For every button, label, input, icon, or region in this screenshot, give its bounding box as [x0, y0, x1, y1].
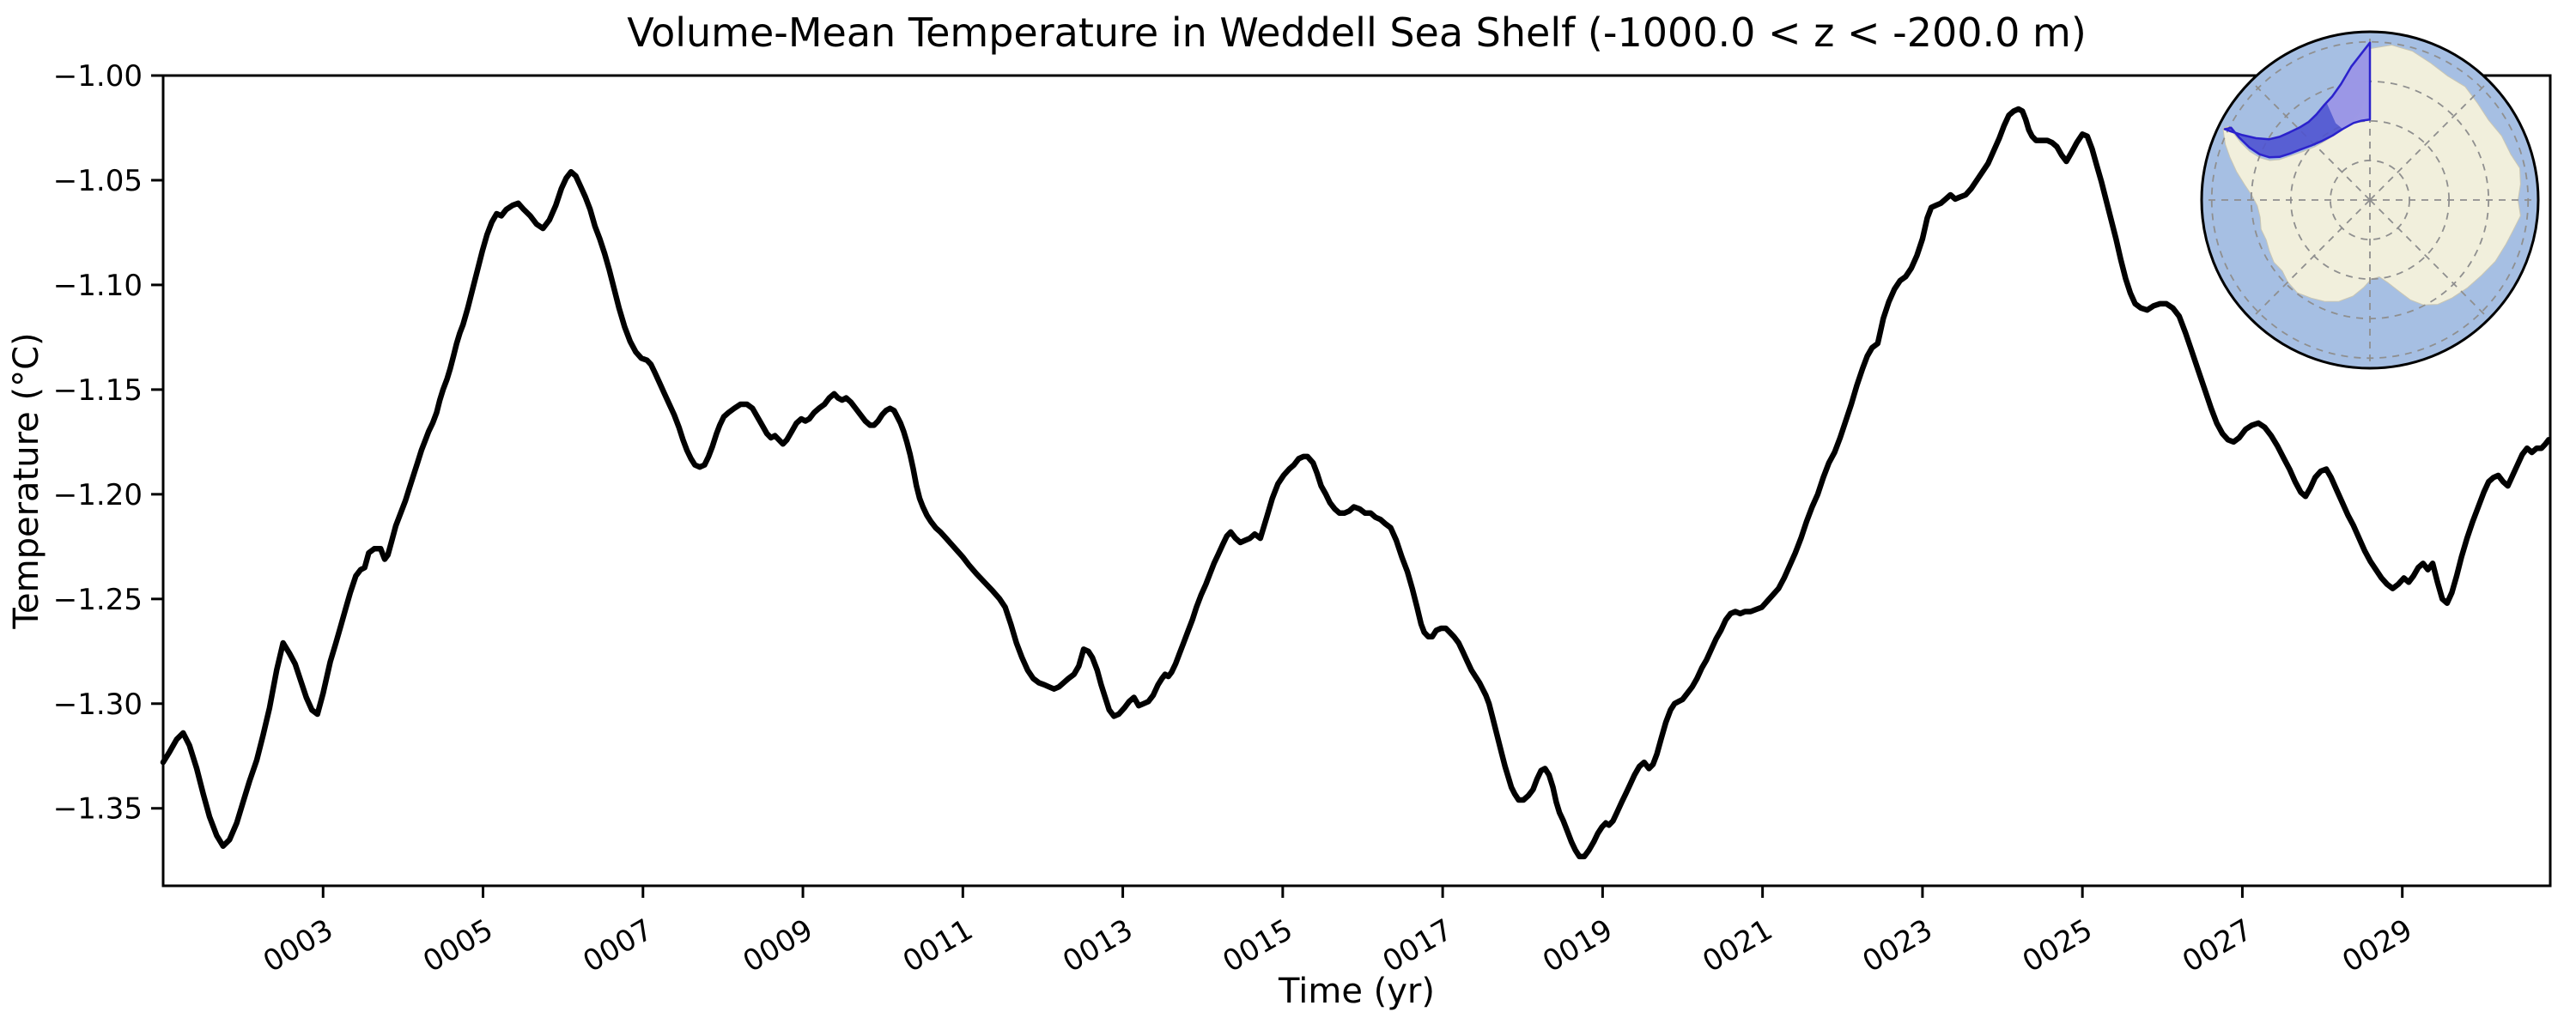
y-tick-label: −1.20 [53, 478, 143, 512]
x-tick-label: 0011 [897, 912, 979, 979]
y-axis-ticks: −1.00 −1.05 −1.10 −1.15 −1.20 −1.25 −1.30 −1.35 [53, 59, 163, 827]
y-tick-label: −1.10 [53, 269, 143, 303]
plot-area: −1.00 −1.05 −1.10 −1.15 −1.20 −1.25 −1.30 −1.35… [7, 9, 2552, 1011]
weddell-shelf-region [2224, 42, 2370, 158]
x-axis-ticks: 0003 0005 0007 0009 0011 0013 0015 0017 0019 0021… [258, 886, 2418, 979]
temperature-line [160, 106, 2552, 860]
x-axis-label: Time (yr) [1278, 972, 1435, 1011]
x-tick-label: 0009 [738, 912, 819, 979]
x-tick-label: 0027 [2177, 912, 2258, 979]
antarctica-inset-map [2200, 30, 2540, 370]
x-tick-label: 0021 [1697, 912, 1778, 979]
chart-title: Volume-Mean Temperature in Weddell Sea S… [627, 9, 2087, 56]
y-tick-label: −1.35 [53, 792, 143, 827]
x-tick-label: 0017 [1377, 912, 1459, 979]
island [2266, 163, 2282, 174]
y-tick-label: −1.25 [53, 583, 143, 617]
y-axis-label: Temperature (°C) [7, 332, 46, 629]
x-tick-label: 0019 [1537, 912, 1619, 979]
graticule-meridian [2369, 80, 2490, 201]
x-tick-label: 0005 [417, 912, 499, 979]
island [2275, 177, 2286, 185]
x-tick-label: 0003 [258, 912, 339, 979]
weddell-shelf-region-border [2223, 41, 2372, 159]
x-tick-label: 0007 [577, 912, 659, 979]
x-tick-label: 0025 [2017, 912, 2099, 979]
x-tick-label: 0013 [1057, 912, 1139, 979]
graticule-meridian [2369, 199, 2490, 320]
axes-frame [161, 74, 2552, 888]
x-tick-label: 0015 [1217, 912, 1298, 979]
weddell-shelf-region-light [2326, 43, 2370, 130]
y-tick-label: −1.00 [53, 59, 143, 94]
antarctica-landmass [2222, 44, 2521, 306]
y-tick-label: −1.15 [53, 373, 143, 408]
x-tick-label: 0023 [1856, 912, 1938, 979]
x-tick-label: 0029 [2336, 912, 2418, 979]
graticule-meridian [2250, 199, 2371, 320]
graticule-meridian [2250, 80, 2371, 201]
map-boundary [2200, 30, 2540, 370]
y-tick-label: −1.05 [53, 164, 143, 198]
y-tick-label: −1.30 [53, 688, 143, 722]
